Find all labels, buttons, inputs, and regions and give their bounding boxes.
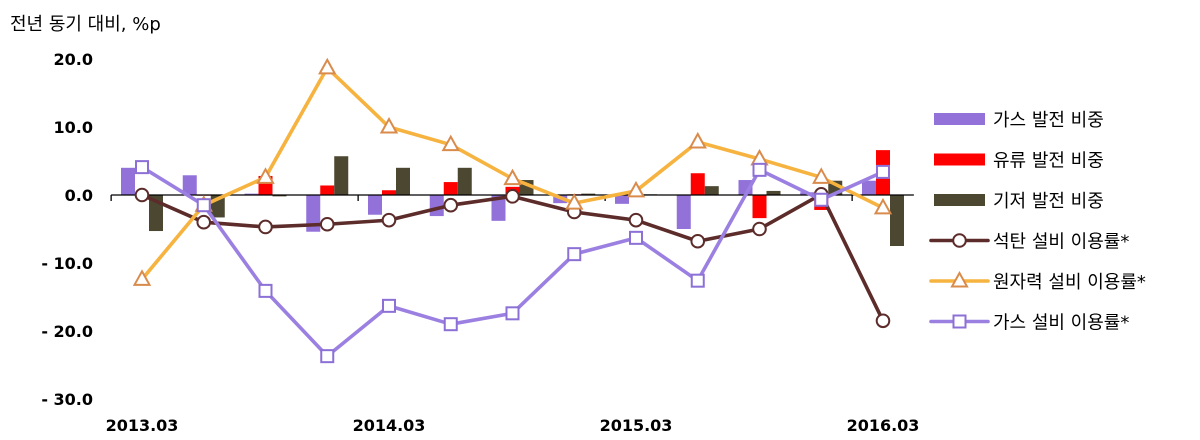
point-gas-utilization-2013.03 xyxy=(135,160,149,175)
point-gas-utilization-2015.06 xyxy=(690,273,705,288)
point-nuclear-utilization-2015.03 xyxy=(626,180,646,198)
point-nuclear-utilization-2013.12 xyxy=(318,57,337,75)
y-tick-label: 0.0 xyxy=(65,186,93,205)
legend-item-gas-utilization: 가스 설비 이용률* xyxy=(929,313,1129,334)
bar-base-share-2016.03 xyxy=(890,195,904,246)
point-nuclear-utilization-2014.06 xyxy=(441,134,460,152)
bar-base-share-2013.09 xyxy=(272,195,287,197)
bar-gas-share-2014.06 xyxy=(429,195,444,217)
legend-swatch xyxy=(934,113,985,125)
bar-base-share-2015.06 xyxy=(704,186,719,195)
bar-gas-share-2015.06 xyxy=(676,195,691,229)
bar-oil-share-2014.06 xyxy=(443,182,458,195)
point-gas-utilization-2014.06 xyxy=(443,317,458,332)
bar-gas-share-2013.12 xyxy=(306,195,321,232)
y-axis-label: 전년 동기 대비, %p xyxy=(10,14,161,35)
point-gas-utilization-2016.03 xyxy=(876,164,890,179)
bar-oil-share-2015.06 xyxy=(690,173,705,195)
point-coal-utilization-2014.09 xyxy=(505,189,520,204)
y-tick-label: 10.0 xyxy=(54,118,93,137)
point-gas-utilization-2015.12 xyxy=(814,192,829,207)
series-coal-utilization xyxy=(134,187,891,329)
y-tick-label: - 10.0 xyxy=(41,254,93,273)
legend-label: 기저 발전 비중 xyxy=(993,191,1104,212)
legend-label: 가스 발전 비중 xyxy=(993,110,1104,131)
point-nuclear-utilization-2014.09 xyxy=(503,168,522,186)
point-nuclear-utilization-2015.06 xyxy=(688,131,707,149)
point-gas-utilization-2013.06 xyxy=(196,198,211,213)
x-axis-ticks: 2013.03 2014.03 2015.03 2016.03 xyxy=(106,416,920,435)
legend-item-gas-share: 가스 발전 비중 xyxy=(934,110,1104,131)
y-tick-label: 20.0 xyxy=(54,50,93,69)
line-layer xyxy=(132,57,893,364)
y-axis-ticks: 20.0 10.0 0.0 - 10.0 - 20.0 - 30.0 xyxy=(41,50,93,409)
bar-gas-share-2013.03 xyxy=(121,167,135,195)
point-nuclear-utilization-2014.12 xyxy=(565,193,584,210)
legend-item-nuclear-utilization: 원자력 설비 이용률* xyxy=(929,270,1146,293)
point-gas-utilization-2014.09 xyxy=(505,306,520,321)
point-coal-utilization-2016.03 xyxy=(875,313,891,329)
legend-marker xyxy=(950,270,969,288)
line-coal-utilization xyxy=(140,192,885,323)
legend-marker xyxy=(952,314,967,329)
point-coal-utilization-2013.06 xyxy=(196,214,212,230)
bar-gas-share-2013.06 xyxy=(182,175,197,195)
bar-base-share-2014.12 xyxy=(581,193,596,195)
point-coal-utilization-2015.03 xyxy=(628,212,644,228)
series-gas-utilization xyxy=(135,160,890,364)
point-gas-utilization-2013.12 xyxy=(320,349,335,364)
bar-gas-share-2014.03 xyxy=(368,195,382,215)
legend-marker xyxy=(952,233,967,248)
point-coal-utilization-2014.03 xyxy=(381,212,397,228)
bar-gas-share-2014.09 xyxy=(491,195,506,221)
point-coal-utilization-2013.09 xyxy=(258,219,273,235)
point-coal-utilization-2013.03 xyxy=(134,187,150,203)
y-tick-label: - 30.0 xyxy=(41,390,93,409)
legend-item-coal-utilization: 석탄 설비 이용률* xyxy=(929,232,1129,253)
point-nuclear-utilization-2014.03 xyxy=(379,116,399,134)
point-gas-utilization-2014.03 xyxy=(382,298,396,313)
bar-gas-share-2015.03 xyxy=(615,195,629,204)
series-nuclear-utilization xyxy=(132,57,893,286)
x-tick-label: 2015.03 xyxy=(600,416,673,435)
legend-label: 유류 발전 비중 xyxy=(993,151,1104,172)
legend-swatch xyxy=(934,194,985,206)
point-gas-utilization-2015.09 xyxy=(752,162,767,177)
legend-swatch xyxy=(934,153,985,166)
point-nuclear-utilization-2013.09 xyxy=(256,167,275,184)
bar-gas-share-2016.03 xyxy=(862,180,876,195)
legend-label: 석탄 설비 이용률* xyxy=(993,232,1129,253)
legend-label: 가스 설비 이용률* xyxy=(993,313,1129,334)
bar-gas-share-2013.09 xyxy=(244,193,259,195)
point-nuclear-utilization-2015.12 xyxy=(812,167,831,184)
bar-oil-share-2013.12 xyxy=(320,185,335,195)
x-tick-label: 2013.03 xyxy=(106,416,179,435)
bar-oil-share-2014.03 xyxy=(382,190,396,195)
legend-item-base-share: 기저 발전 비중 xyxy=(934,191,1104,212)
point-nuclear-utilization-2013.03 xyxy=(132,269,152,286)
bar-base-share-2015.09 xyxy=(766,190,781,195)
point-coal-utilization-2015.09 xyxy=(752,221,767,237)
point-nuclear-utilization-2016.03 xyxy=(873,197,893,215)
point-coal-utilization-2013.12 xyxy=(319,216,335,232)
point-coal-utilization-2014.06 xyxy=(443,197,459,213)
bar-base-share-2014.06 xyxy=(457,167,472,195)
legend-label: 원자력 설비 이용률* xyxy=(993,272,1146,293)
bar-base-share-2014.03 xyxy=(396,167,410,195)
bar-base-share-2013.12 xyxy=(334,156,349,195)
point-gas-utilization-2013.09 xyxy=(258,283,273,298)
x-tick-label: 2014.03 xyxy=(353,416,426,435)
bar-oil-share-2015.09 xyxy=(752,195,767,219)
point-gas-utilization-2015.03 xyxy=(629,230,643,245)
point-coal-utilization-2015.06 xyxy=(690,233,706,249)
legend-item-oil-share: 유류 발전 비중 xyxy=(934,151,1104,172)
point-gas-utilization-2014.12 xyxy=(567,247,582,262)
y-tick-label: - 20.0 xyxy=(41,322,93,341)
x-tick-label: 2016.03 xyxy=(847,416,920,435)
